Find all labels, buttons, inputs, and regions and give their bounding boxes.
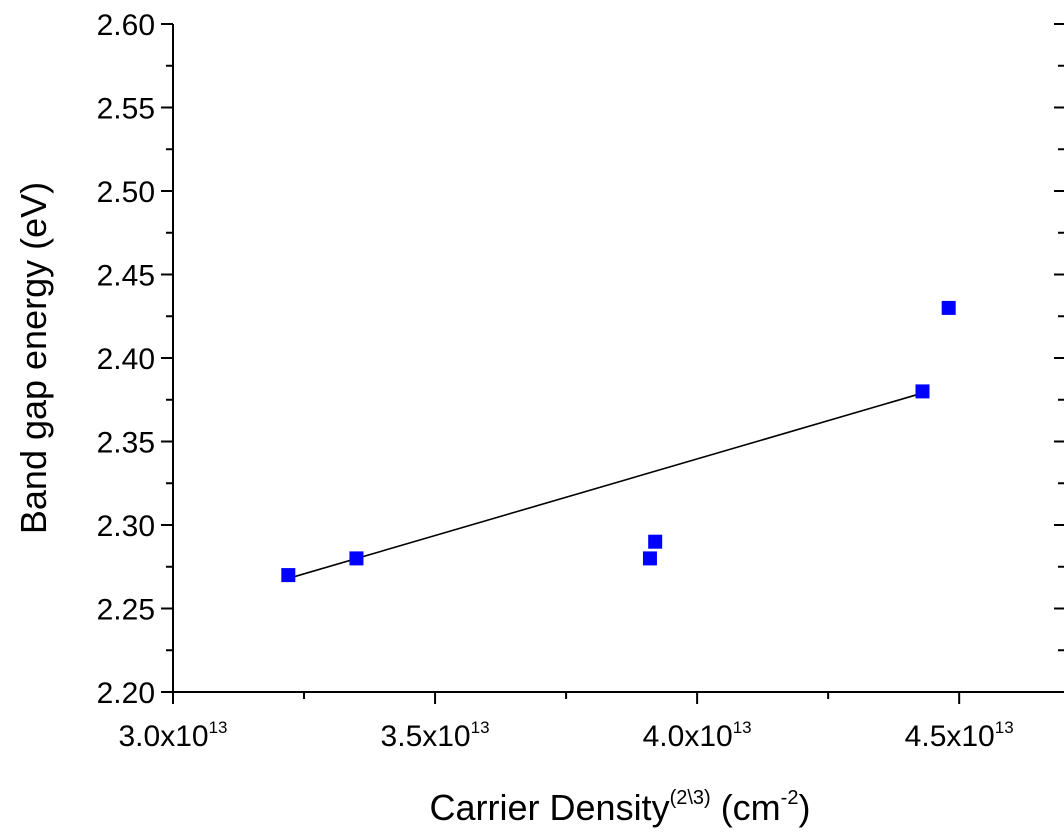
x-axis-title-unit-prefix: (cm [711,787,781,828]
y-tick-label: 2.25 [97,594,155,627]
x-axis-title-unit-exp: -2 [781,787,799,809]
y-tick-label: 2.20 [97,677,155,710]
data-point [648,534,663,549]
axis-ticks: 2.20 2.25 2.30 2.35 2.40 2.45 2.50 2.55 2.60 3.0x… [97,9,1064,753]
x-axis-title-unit-suffix: ) [798,787,810,828]
y-tick-label: 2.35 [97,427,155,460]
y-tick-label: 2.60 [97,9,155,42]
x-tick-label: 3.0x1013 [119,718,228,753]
y-tick-label: 2.55 [97,93,155,126]
data-point [915,384,930,399]
y-tick-label: 2.50 [97,176,155,209]
x-tick-label: 3.5x1013 [381,718,490,753]
x-axis-title: Carrier Density(2\3) (cm-2) [430,787,811,828]
data-point [642,551,657,566]
y-tick-label: 2.45 [97,260,155,293]
y-tick-label: 2.40 [97,343,155,376]
x-tick-label: 4.5x1013 [905,718,1014,753]
x-axis-title-superscript: (2\3) [670,787,711,809]
data-points [281,300,956,583]
x-tick-label: 4.0x1013 [643,718,752,753]
fit-line-layer [288,392,923,580]
axes [172,24,1064,693]
y-tick-label: 2.30 [97,510,155,543]
y-axis-title: Band gap energy (eV) [13,182,54,534]
data-point [349,551,364,566]
data-point [281,568,296,583]
fit-line [288,392,923,580]
x-axis-title-main: Carrier Density [430,787,670,828]
data-point [941,300,956,315]
